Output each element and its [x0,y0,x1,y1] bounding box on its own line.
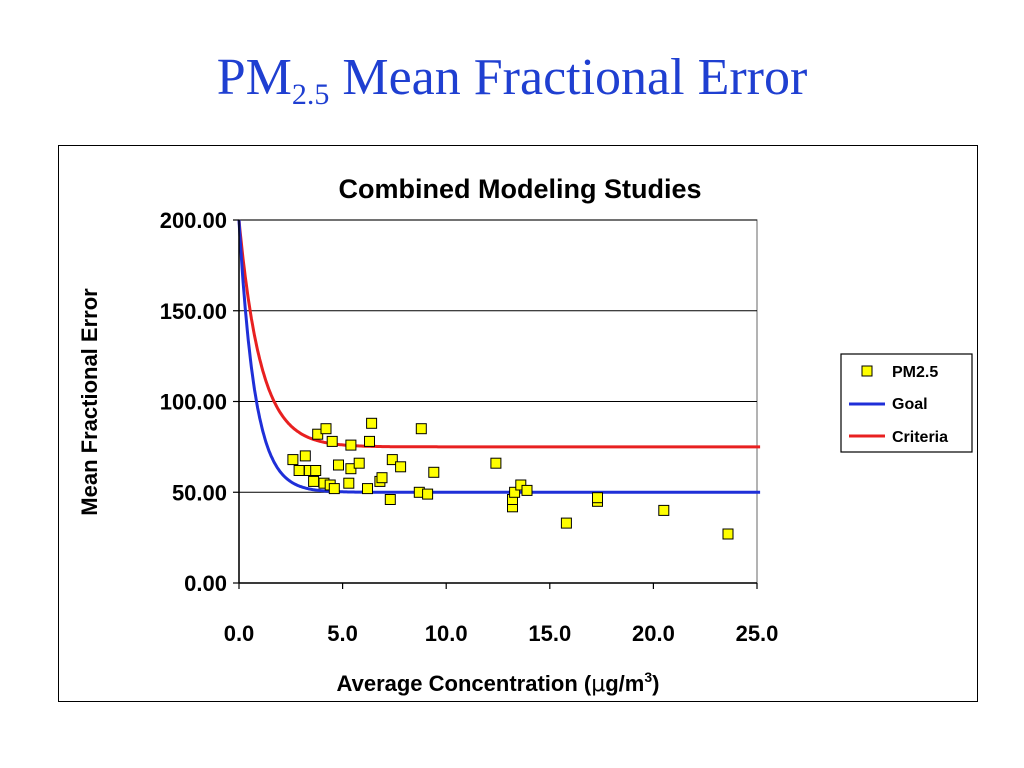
pm25-point [345,439,357,451]
pm25-point [415,423,427,435]
chart-canvas: Combined Modeling Studies 0.00 50.00 100.0… [77,174,973,697]
legend-marker-pm25 [861,365,873,377]
pm25-point [293,465,305,476]
curve-layer [237,219,761,494]
pm25-point [364,435,375,447]
pm25-point [310,465,322,476]
pm25-point [328,483,340,495]
x-axis-label-superscript: 3 [644,669,652,685]
pm25-point [722,528,734,540]
legend-label-goal: Goal [892,396,928,413]
y-axis-label: Mean Fractional Error [77,288,102,516]
pm25-point [333,459,344,471]
y-tick-label: 200.00 [160,208,227,233]
pm25-point [428,466,440,478]
pm25-point [386,454,398,466]
x-tick-label: 10.0 [425,621,468,646]
slide-title: PM2.5 Mean Fractional Error [0,52,1024,110]
legend-label-pm25: PM2.5 [892,364,938,381]
axes: 0.00 50.00 100.00 150.00 200.00 0.0 5.0 10.0 15.… [160,208,779,646]
y-tick-label: 0.00 [184,571,227,596]
x-axis-label-unit: g/m [605,671,644,696]
title-rest: Mean Fractional Error [329,49,808,106]
pm25-point [366,417,378,429]
pm25-point [658,504,670,516]
title-main: PM [216,49,292,106]
x-axis-label-prefix: Average Concentration ( [337,671,592,696]
pm25-point [376,472,388,484]
x-tick-label: 5.0 [327,621,358,646]
pm25-point [343,477,355,489]
y-tick-label: 150.00 [160,299,227,324]
pm25-point [299,450,311,462]
pm25-point [490,457,502,469]
pm25-point [509,486,521,498]
y-tick-label: 50.00 [172,480,227,505]
pm25-point [395,461,407,473]
pm25-point [362,483,373,495]
pm25-point [320,423,332,435]
x-axis-label-suffix: ) [652,671,659,696]
legend: PM2.5 Goal Criteria [840,353,973,453]
title-subscript: 2.5 [291,78,330,111]
x-tick-label: 15.0 [528,621,571,646]
pm25-point [521,484,533,496]
pm25-point [287,454,299,466]
x-tick-label: 0.0 [224,621,255,646]
x-axis-label: Average Concentration (μg/m3) [337,669,660,697]
x-tick-label: 25.0 [736,621,779,646]
pm25-point [308,475,320,487]
y-tick-label: 100.00 [160,390,227,415]
mu-symbol: μ [591,672,605,697]
chart-frame: Combined Modeling Studies 0.00 50.00 100.0… [58,145,978,702]
goal-line [237,219,761,494]
legend-label-criteria: Criteria [892,429,948,446]
criteria-line [237,219,761,449]
x-tick-label: 20.0 [632,621,675,646]
chart-title: Combined Modeling Studies [339,174,702,204]
pm25-point [560,517,572,529]
pm25-point [326,435,338,447]
pm25-point [353,457,365,469]
pm25-point [592,492,603,504]
pm25-point [384,494,396,505]
pm25-point [422,488,434,500]
point-layer [287,417,734,540]
